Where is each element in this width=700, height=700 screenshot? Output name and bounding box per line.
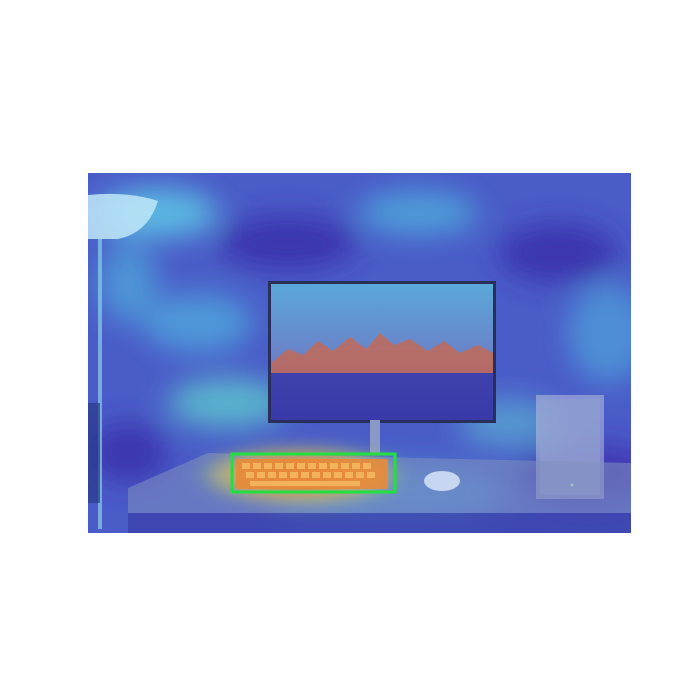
heatmap-figure [88, 173, 631, 533]
lamp-icon [88, 193, 158, 529]
heatmap-image [88, 173, 631, 533]
detection-box [230, 452, 397, 494]
keyboard-icon [236, 459, 388, 489]
monitor-stand [370, 420, 380, 454]
mouse-icon [424, 471, 460, 491]
monitor-icon [268, 281, 496, 454]
